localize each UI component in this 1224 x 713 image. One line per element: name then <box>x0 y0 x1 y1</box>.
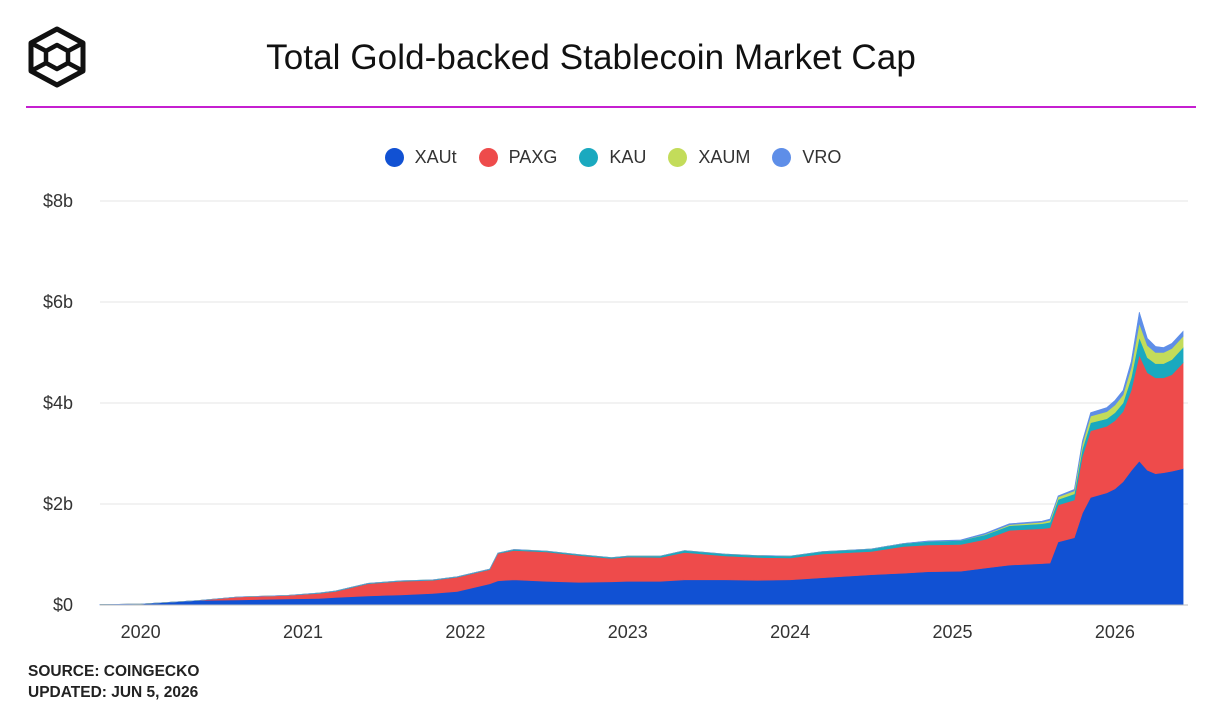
stacked-area-chart: $0 $2b $4b $6b $8b 2020 2021 2022 2023 2024 2025 20… <box>43 191 1188 642</box>
legend-item-xaum: XAUM <box>668 147 750 168</box>
chart-header: Total Gold-backed Stablecoin Market Cap <box>0 0 1224 108</box>
source-note: SOURCE: COINGECKO <box>28 663 200 680</box>
legend-item-vro: VRO <box>772 147 841 168</box>
area-series-vro <box>99 312 1184 605</box>
x-tick-label: 2020 <box>121 622 161 642</box>
legend-swatch <box>579 147 599 167</box>
legend-item-kau: KAU <box>579 147 646 168</box>
chart-title: Total Gold-backed Stablecoin Market Cap <box>266 38 916 77</box>
y-tick-label: $8b <box>43 191 73 211</box>
x-tick-label: 2026 <box>1095 622 1135 642</box>
accent-divider <box>26 106 1196 108</box>
x-tick-label: 2025 <box>933 622 973 642</box>
cube-logo-icon <box>28 26 86 88</box>
legend-label: PAXG <box>508 146 558 167</box>
x-tick-label: 2021 <box>283 622 323 642</box>
x-tick-label: 2024 <box>770 622 810 642</box>
legend-label: KAU <box>609 146 647 167</box>
y-tick-label: $6b <box>43 292 73 312</box>
chart-footer: SOURCE: COINGECKO UPDATED: JUN 5, 2026 <box>28 661 199 703</box>
x-tick-label: 2023 <box>608 622 648 642</box>
legend-swatch <box>668 147 688 167</box>
y-tick-label: $2b <box>43 494 73 514</box>
legend-item-xaut: XAUt <box>384 146 457 168</box>
legend-swatch <box>478 147 498 167</box>
legend-swatch <box>384 147 404 167</box>
y-tick-label: $0 <box>53 595 73 615</box>
legend-label: VRO <box>802 146 842 167</box>
y-tick-label: $4b <box>43 393 73 413</box>
legend-label: XAUM <box>698 146 751 167</box>
legend-item-paxg: PAXG <box>478 146 558 168</box>
legend-swatch <box>772 147 792 167</box>
legend-label: XAUt <box>414 146 457 167</box>
chart-legend: XAUt PAXG KAU XAUM VRO <box>0 143 1224 171</box>
updated-note: UPDATED: JUN 5, 2026 <box>28 684 199 701</box>
x-tick-label: 2022 <box>445 622 485 642</box>
